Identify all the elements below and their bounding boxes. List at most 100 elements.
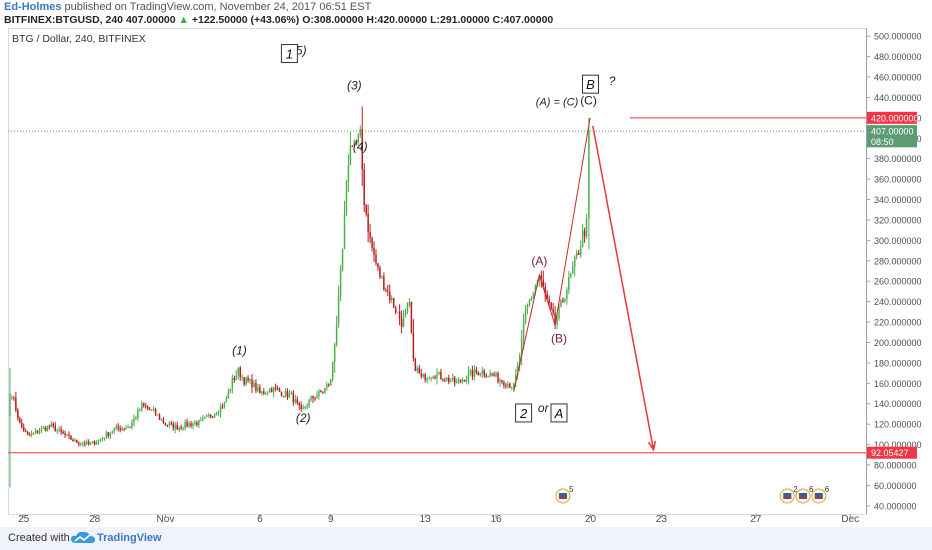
wave-box: [550, 403, 568, 423]
candle-body: [349, 145, 352, 165]
candle-body: [556, 318, 558, 325]
tradingview-cloud-icon[interactable]: [70, 530, 96, 546]
candle-body: [469, 370, 472, 373]
candle-body: [331, 362, 334, 380]
candle-body: [408, 301, 411, 306]
x-tick-label: 16: [490, 514, 502, 522]
candle-body: [479, 373, 482, 376]
candle-body: [64, 433, 66, 436]
y-tick-label: 480.000000: [874, 52, 922, 62]
candle-body: [243, 377, 245, 385]
price-tag-label: 420.000000: [871, 113, 919, 123]
candle-body: [402, 315, 405, 327]
candle-body: [135, 417, 137, 419]
candle-body: [424, 373, 426, 381]
candle-body: [207, 414, 210, 416]
candle-body: [514, 374, 517, 383]
chart-frame[interactable]: (5) (3) (4) (1) (2) (A) = (C) (C)? (A) (B) or 1 B 2 A…: [8, 28, 932, 525]
candle-body: [487, 375, 489, 377]
candle-body: [507, 384, 509, 387]
candle-body: [247, 377, 249, 381]
candle-body: [11, 397, 13, 399]
candle-body: [463, 379, 466, 382]
event-flag-icon: [814, 493, 823, 499]
candle-body: [381, 276, 383, 278]
candle-body: [310, 395, 312, 400]
candle-body: [416, 368, 419, 371]
candle-body: [343, 213, 346, 249]
price-tag-label: 407.00000: [871, 127, 914, 137]
wave-box-label: A: [554, 406, 564, 421]
candle-body: [365, 204, 367, 215]
candle-body: [501, 379, 503, 382]
candle-body: [485, 375, 487, 377]
candle-body: [184, 422, 186, 429]
candle-body: [261, 391, 263, 394]
candle-body: [95, 442, 98, 445]
candle-body: [581, 230, 584, 247]
price-tag: [867, 135, 917, 148]
candle-body: [267, 392, 269, 394]
candle-body: [190, 423, 192, 426]
close-value: C:407.00000: [492, 14, 554, 26]
x-tick-label: Nov: [157, 514, 175, 522]
candle-body: [451, 377, 454, 382]
candle-body: [564, 299, 566, 302]
published-info: published on TradingView.com, November 2…: [64, 1, 372, 13]
y-tick-label: 280.000000: [874, 256, 922, 266]
wave-label: or: [538, 401, 550, 415]
candle-body: [465, 378, 468, 382]
candle-body: [442, 379, 444, 381]
candle-body: [453, 377, 456, 384]
up-arrow-icon: ▲: [178, 14, 189, 26]
plot-border: [8, 28, 867, 515]
candle-body: [231, 378, 234, 389]
candle-body: [560, 299, 562, 307]
candle-body: [148, 408, 151, 410]
candle-body: [377, 263, 379, 268]
wave-label: (A) = (C): [536, 97, 579, 109]
y-tick-label: 340.000000: [874, 195, 922, 205]
candle-body: [410, 301, 413, 333]
y-tick-label: 220.000000: [874, 318, 922, 328]
grid: [8, 28, 867, 515]
candle-body: [186, 422, 188, 427]
candle-body: [265, 393, 267, 395]
x-tick-label: 9: [328, 514, 334, 522]
wave-box-label: 1: [286, 47, 293, 62]
candle-body: [359, 129, 362, 136]
candle-body: [459, 379, 462, 382]
candle-body: [162, 419, 165, 424]
tradingview-brand-link[interactable]: TradingView: [97, 532, 162, 544]
last-price: 407.00000: [125, 14, 176, 26]
candle-body: [481, 370, 484, 374]
candle-body: [404, 310, 407, 316]
wave-label: (4): [353, 140, 368, 154]
candle-body: [518, 355, 521, 366]
candle-body: [219, 406, 222, 413]
candle-body: [432, 376, 434, 378]
author-link[interactable]: Ed-Holmes: [4, 1, 62, 13]
y-tick-label: 200.000000: [874, 338, 922, 348]
candle-body: [406, 305, 409, 311]
candle-body: [575, 252, 578, 257]
candle-body: [290, 392, 293, 394]
candle-body: [505, 385, 507, 387]
candle-body: [282, 396, 285, 398]
candle-body: [418, 368, 421, 374]
candle-body: [91, 441, 94, 444]
candle-body: [341, 248, 344, 270]
y-tick-label: 320.000000: [874, 215, 922, 225]
candle-body: [52, 423, 55, 426]
candle-body: [324, 387, 326, 393]
wave-label: (2): [296, 411, 311, 425]
candle-body: [68, 434, 70, 436]
candle-body: [455, 381, 458, 384]
candle-body: [154, 408, 157, 415]
candle-body: [117, 426, 119, 429]
x-tick-label: 25: [18, 514, 30, 522]
open-value: O:308.00000: [302, 14, 364, 26]
candle-body: [152, 408, 155, 410]
candle-body: [74, 439, 76, 442]
